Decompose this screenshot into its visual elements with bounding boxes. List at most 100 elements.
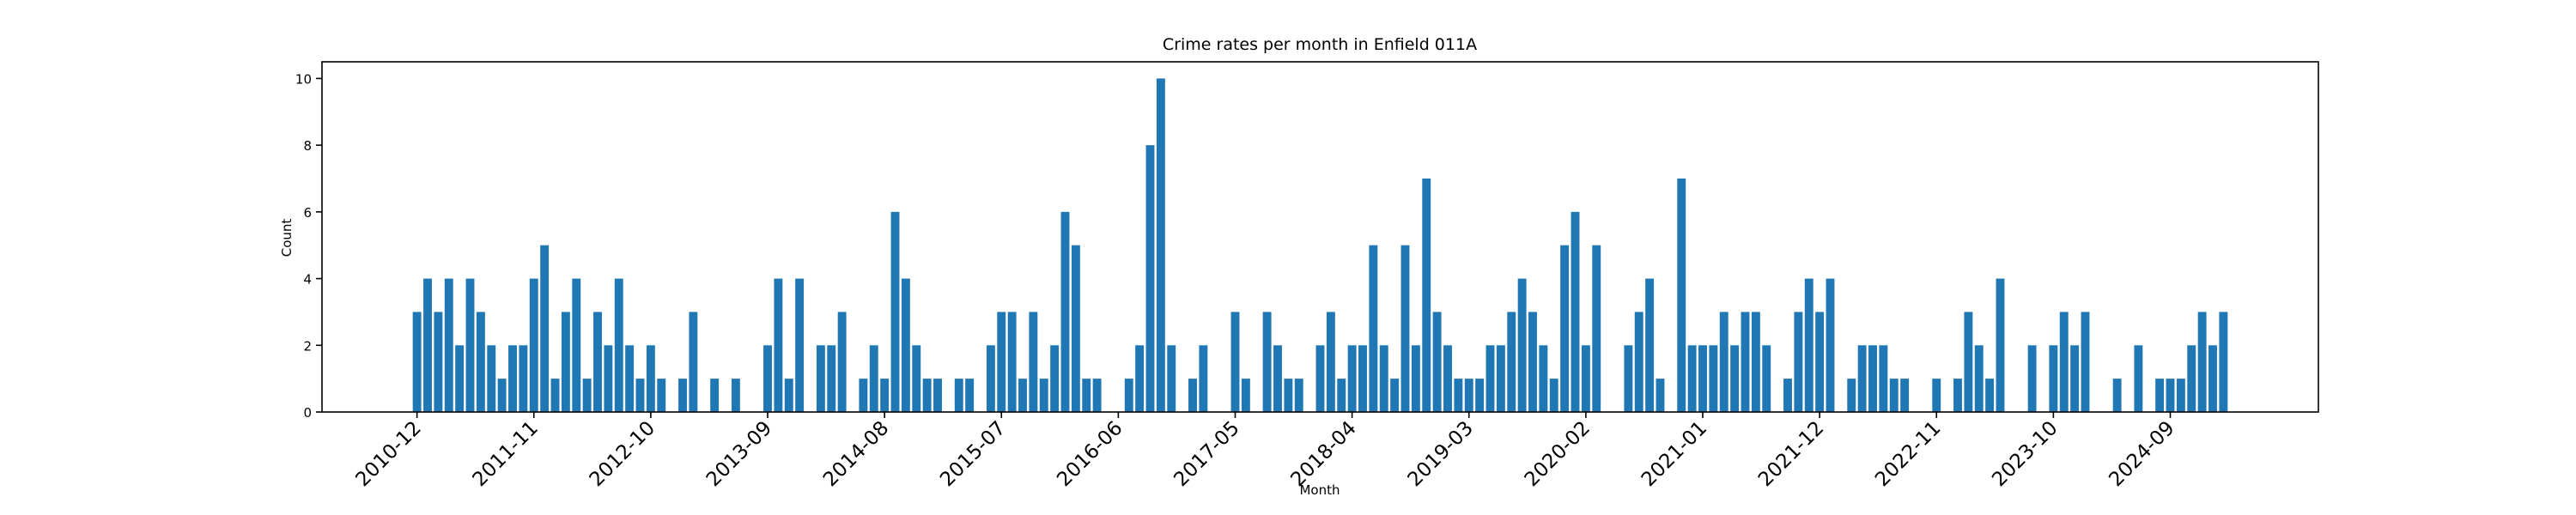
y-tick-label: 0 — [303, 405, 312, 421]
bar — [1400, 245, 1410, 412]
bar — [678, 379, 687, 412]
bar — [1092, 379, 1102, 412]
bar — [1985, 379, 1995, 412]
bar — [572, 278, 581, 412]
y-tick-label: 8 — [303, 138, 312, 154]
bar — [604, 345, 613, 412]
bar — [1284, 379, 1293, 412]
bar — [614, 278, 623, 412]
bar — [1485, 345, 1495, 412]
bar — [1868, 345, 1877, 412]
bar — [1294, 379, 1303, 412]
bar — [2208, 345, 2217, 412]
y-tick-label: 2 — [303, 338, 312, 354]
bar — [837, 312, 847, 412]
bar — [2176, 379, 2185, 412]
bar — [1900, 379, 1910, 412]
bar — [2049, 345, 2058, 412]
bar — [1050, 345, 1060, 412]
bar — [1996, 278, 2005, 412]
bar — [1156, 78, 1165, 412]
bar — [880, 379, 890, 412]
bar — [1549, 379, 1558, 412]
bar — [1539, 345, 1548, 412]
bar — [1709, 345, 1718, 412]
axes-frame — [321, 61, 2319, 413]
bar — [2112, 379, 2122, 412]
bar — [2187, 345, 2196, 412]
x-tick-label: 2012-10 — [586, 417, 659, 491]
bar — [731, 379, 740, 412]
bar — [1783, 379, 1792, 412]
bar — [689, 312, 698, 412]
bar — [657, 379, 666, 412]
bar — [1369, 245, 1378, 412]
y-tick-label: 4 — [303, 272, 312, 288]
bar — [1560, 245, 1570, 412]
bar — [1188, 379, 1197, 412]
bar — [1826, 278, 1835, 412]
bar — [827, 345, 836, 412]
bar — [1974, 345, 1984, 412]
bar — [2070, 345, 2080, 412]
bar — [1432, 312, 1442, 412]
bar — [646, 345, 655, 412]
bar — [890, 211, 900, 412]
bar — [1677, 179, 1686, 412]
bar — [2166, 379, 2175, 412]
bar — [1082, 379, 1091, 412]
bar — [455, 345, 465, 412]
bar — [1029, 312, 1038, 412]
bar — [1592, 245, 1601, 412]
bar — [1060, 211, 1070, 412]
bar — [1145, 145, 1155, 412]
bar — [1571, 211, 1580, 412]
bar — [444, 278, 453, 412]
bar — [763, 345, 772, 412]
bar — [986, 345, 995, 412]
x-tick-label: 2019-03 — [1404, 417, 1478, 491]
bar — [1337, 379, 1346, 412]
bar — [2155, 379, 2165, 412]
x-tick-label: 2021-01 — [1637, 417, 1711, 491]
y-tick-label: 10 — [295, 71, 312, 87]
bar — [1273, 345, 1282, 412]
bar — [497, 379, 507, 412]
bar — [2081, 312, 2090, 412]
x-tick-label: 2013-09 — [702, 417, 776, 491]
bar — [434, 312, 443, 412]
bar — [997, 312, 1006, 412]
bar — [1507, 312, 1516, 412]
bar — [954, 379, 963, 412]
bar — [1889, 379, 1899, 412]
bar — [423, 278, 432, 412]
bar — [1964, 312, 1973, 412]
x-tick-label: 2018-04 — [1287, 417, 1361, 491]
bar — [476, 312, 485, 412]
bar — [1390, 379, 1400, 412]
bar — [1762, 345, 1771, 412]
bar — [635, 379, 645, 412]
bar — [2197, 312, 2207, 412]
bar — [1018, 379, 1027, 412]
x-tick-label: 2024-09 — [2105, 417, 2178, 491]
bar — [1315, 345, 1325, 412]
bar — [1039, 379, 1048, 412]
x-tick-label: 2017-05 — [1170, 417, 1243, 491]
x-tick-label: 2011-11 — [469, 417, 543, 491]
bar — [1347, 345, 1357, 412]
bar — [1847, 379, 1856, 412]
bar — [1230, 312, 1240, 412]
bar — [869, 345, 878, 412]
bar — [1517, 278, 1527, 412]
bar — [519, 345, 528, 412]
bar — [593, 312, 602, 412]
x-axis-label: Month — [1299, 482, 1340, 498]
bar — [1634, 312, 1643, 412]
x-tick-label: 2014-08 — [819, 417, 893, 491]
bar — [1741, 312, 1750, 412]
bar — [1262, 312, 1272, 412]
bar — [1443, 345, 1452, 412]
bar — [465, 278, 475, 412]
bar — [2219, 312, 2228, 412]
